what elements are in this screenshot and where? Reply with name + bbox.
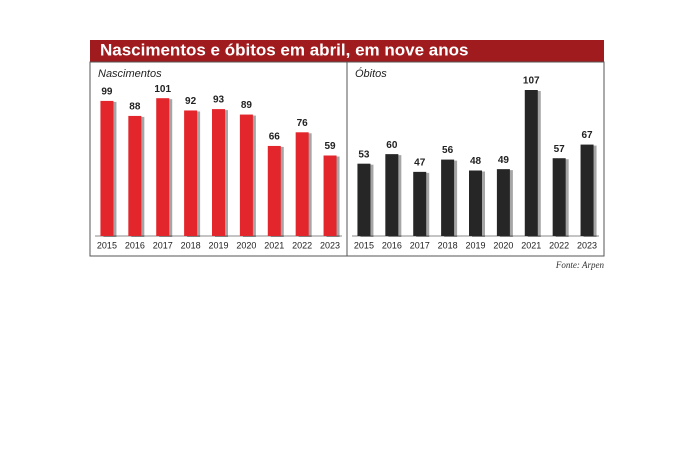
x-tick-label: 2022 (292, 240, 312, 250)
value-label: 60 (386, 140, 398, 151)
value-label: 66 (269, 132, 281, 143)
bar (385, 154, 399, 236)
value-label: 59 (324, 141, 336, 152)
title-bar (90, 40, 604, 62)
value-label: 67 (581, 130, 593, 141)
x-tick-label: 2016 (125, 240, 145, 250)
bar (184, 110, 198, 236)
x-tick-label: 2015 (97, 240, 117, 250)
value-label: 48 (470, 156, 482, 167)
bar (441, 159, 455, 236)
bar (469, 170, 482, 236)
value-label: 99 (101, 87, 113, 98)
value-label: 56 (442, 145, 454, 156)
value-label: 57 (554, 144, 566, 155)
source: Fonte: Arpen (555, 260, 605, 270)
x-tick-label: 2022 (549, 240, 569, 250)
bar (156, 98, 170, 236)
bar (524, 90, 538, 236)
bar (128, 115, 142, 236)
value-label: 88 (129, 102, 141, 113)
x-tick-label: 2017 (153, 240, 173, 250)
value-label: 76 (297, 118, 309, 129)
bar (357, 163, 371, 236)
bar (239, 114, 253, 236)
x-tick-label: 2018 (181, 240, 201, 250)
value-label: 101 (154, 84, 171, 95)
x-tick-label: 2023 (320, 240, 340, 250)
x-tick-label: 2021 (264, 240, 284, 250)
x-tick-label: 2018 (438, 240, 458, 250)
value-label: 53 (358, 149, 370, 160)
value-label: 107 (523, 76, 540, 87)
bar (267, 145, 281, 236)
x-tick-label: 2023 (577, 240, 597, 250)
value-label: 93 (213, 95, 225, 106)
bar (295, 132, 309, 236)
panel-title: Nascimentos (98, 68, 162, 80)
bar (552, 158, 566, 236)
x-tick-label: 2021 (521, 240, 541, 250)
bar (212, 109, 225, 236)
bar (496, 169, 510, 236)
x-tick-label: 2020 (236, 240, 256, 250)
panel-title: Óbitos (355, 67, 387, 80)
bar (323, 155, 337, 236)
x-tick-label: 2016 (382, 240, 402, 250)
x-tick-label: 2019 (465, 240, 485, 250)
value-label: 47 (414, 158, 426, 169)
value-label: 49 (498, 155, 510, 166)
x-tick-label: 2017 (410, 240, 430, 250)
bar (580, 144, 594, 236)
page-title: Nascimentos e óbitos em abril, em nove a… (100, 40, 468, 59)
x-tick-label: 2019 (208, 240, 228, 250)
x-tick-label: 2020 (493, 240, 513, 250)
x-tick-label: 2015 (354, 240, 374, 250)
bar (413, 171, 427, 236)
value-label: 89 (241, 100, 253, 111)
value-label: 92 (185, 96, 197, 107)
bar (100, 100, 114, 236)
